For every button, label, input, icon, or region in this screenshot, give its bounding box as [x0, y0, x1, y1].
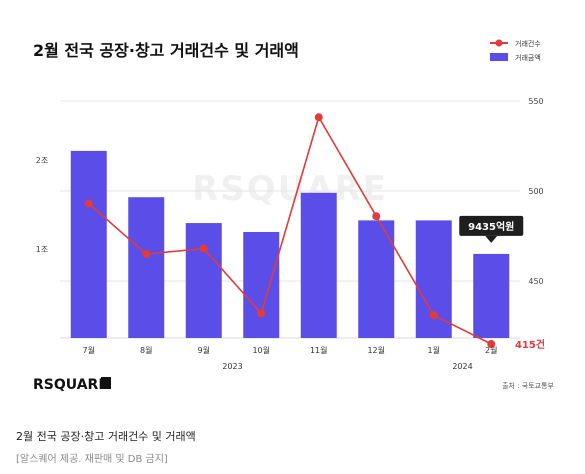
- left-tick-label: 1조: [36, 245, 48, 254]
- legend-item-count: 거래건수: [515, 39, 541, 48]
- bar-callout-label: 9435억원: [468, 220, 514, 233]
- chart-canvas: 2월 전국 공장·창고 거래건수 및 거래액 거래건수 거래금액 RSQUARE…: [33, 39, 555, 393]
- count-point-11월: [314, 113, 323, 122]
- bar-10월: [243, 231, 280, 338]
- right-tick-label: 450: [528, 277, 543, 286]
- divider: [12, 402, 572, 403]
- chart-figure: 2월 전국 공장·창고 거래건수 및 거래액 거래건수 거래금액 RSQUARE…: [33, 39, 555, 393]
- x-tick-label: 1월: [428, 345, 440, 355]
- x-tick-label: 12월: [367, 345, 385, 355]
- line-callout-label: 415건: [515, 338, 545, 351]
- source-note: 출처 : 국토교통부: [502, 381, 554, 390]
- left-tick-label: 2조: [36, 156, 48, 165]
- bar-11월: [300, 192, 337, 338]
- watermark: RSQUARE: [192, 169, 388, 209]
- year-label: 2024: [452, 362, 472, 371]
- x-tick-label: 10월: [252, 345, 270, 355]
- count-point-9월: [199, 244, 208, 253]
- legend-bar-swatch: [490, 53, 508, 61]
- brand-mark: [101, 377, 111, 389]
- count-point-12월: [372, 212, 381, 221]
- count-line: [88, 115, 492, 345]
- x-tick-label: 11월: [310, 345, 328, 355]
- x-tick-label: 7월: [83, 345, 95, 355]
- brand-wordmark: RSQUARE: [33, 377, 108, 393]
- x-tick-label: 9월: [198, 345, 210, 355]
- count-point-10월: [257, 309, 266, 318]
- bar-8월: [128, 197, 165, 338]
- count-point-1월: [429, 311, 438, 320]
- axes: 450 500 550 1조 2조 7월 8월 9월 10월 11월 12월 1월 2월 2023 2024: [36, 97, 544, 371]
- bar-2월: [473, 253, 510, 338]
- right-tick-label: 500: [528, 187, 543, 196]
- chart-legend: 거래건수 거래금액: [490, 39, 541, 62]
- bar-callout-pointer: [485, 235, 498, 243]
- count-point-7월: [84, 199, 93, 208]
- legend-item-amount: 거래금액: [515, 53, 541, 62]
- legend-line-marker: [495, 39, 503, 47]
- bar-12월: [358, 220, 395, 338]
- right-tick-label: 550: [528, 97, 543, 106]
- year-label: 2023: [222, 362, 242, 371]
- bar-callout-box: [459, 215, 524, 236]
- x-tick-label: 2월: [485, 345, 497, 355]
- bar-series: [70, 150, 510, 338]
- caption-note: [알스퀘어 제공. 재판매 및 DB 금지]: [16, 454, 168, 465]
- x-tick-label: 8월: [140, 345, 152, 355]
- callouts: 9435억원 415건: [459, 215, 545, 351]
- bar-7월: [70, 150, 107, 338]
- chart-title: 2월 전국 공장·창고 거래건수 및 거래액: [33, 41, 299, 60]
- line-series: [84, 113, 496, 348]
- caption-title: 2월 전국 공장·창고 거래건수 및 거래액: [16, 430, 196, 443]
- brand-logo: RSQUARE: [33, 377, 111, 393]
- bar-9월: [185, 223, 222, 338]
- count-point-8월: [142, 250, 151, 258]
- bar-1월: [415, 220, 452, 338]
- count-point-2월: [487, 340, 496, 348]
